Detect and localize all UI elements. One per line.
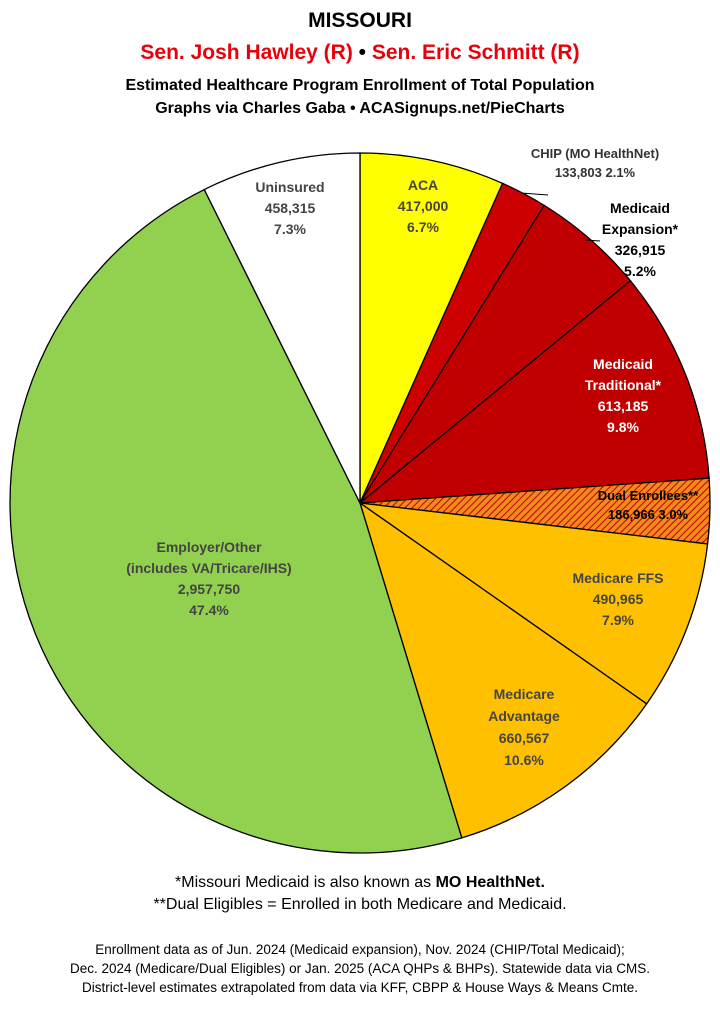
slice-label-2: CHIP (MO HealthNet) 133,803 2.1% — [531, 146, 659, 180]
note-dual: **Dual Eligibles = Enrolled in both Medi… — [153, 896, 567, 913]
chart-credit: Graphs via Charles Gaba • ACASignups.net… — [155, 100, 565, 117]
note-medicaid-name: MO HealthNet. — [435, 874, 545, 891]
note-medicaid-text: *Missouri Medicaid is also known as — [175, 874, 436, 891]
slice-label-7: Medicare Advantage 660,567 10.6% — [488, 686, 560, 768]
pie-slice-7 — [358, 501, 648, 839]
note-medicaid: *Missouri Medicaid is also known as MO H… — [0, 874, 720, 892]
slice-label-5: Dual Enrollees** 186,966 3.0% — [598, 488, 699, 522]
pie-slice-8 — [9, 188, 463, 854]
leader-line-2 — [520, 192, 549, 196]
slice-label-4: Medicaid Traditional* 613,185 9.8% — [585, 356, 662, 435]
slice-label-3: Medicaid Expansion* 326,915 5.2% — [602, 200, 679, 279]
slice-label-9: Uninsured 458,315 7.3% — [255, 179, 324, 237]
pie-slice-4 — [358, 279, 710, 504]
slice-label-8: Employer/Other (includes VA/Tricare/IHS) 2… — [126, 539, 291, 618]
slice-label-6: Medicare FFS 490,965 7.9% — [572, 570, 663, 628]
pie-slice-9 — [203, 152, 361, 504]
senators-line: Sen. Josh Hawley (R) • Sen. Eric Schmitt… — [0, 41, 720, 65]
pie-slice-1 — [359, 152, 504, 504]
leader-line-3 — [584, 239, 601, 242]
source-line-1: Enrollment data as of Jun. 2024 (Medicai… — [95, 942, 625, 957]
chart-subtitle: Estimated Healthcare Program Enrollment … — [125, 77, 595, 94]
source-line-3: District-level estimates extrapolated fr… — [82, 980, 638, 995]
pie-chart: ACA 417,000 6.7% CHIP (MO HealthNet) 133,803… — [9, 146, 711, 854]
senator-2: Sen. Eric Schmitt (R) — [371, 41, 580, 64]
chart-title: MISSOURI — [308, 9, 412, 32]
pie-slice-6 — [359, 502, 709, 705]
senator-1: Sen. Josh Hawley (R) — [140, 41, 353, 64]
slice-label-1: ACA 417,000 6.7% — [398, 177, 449, 235]
source-line-2: Dec. 2024 (Medicare/Dual Eligibles) or J… — [70, 961, 650, 976]
senator-separator: • — [358, 41, 367, 64]
